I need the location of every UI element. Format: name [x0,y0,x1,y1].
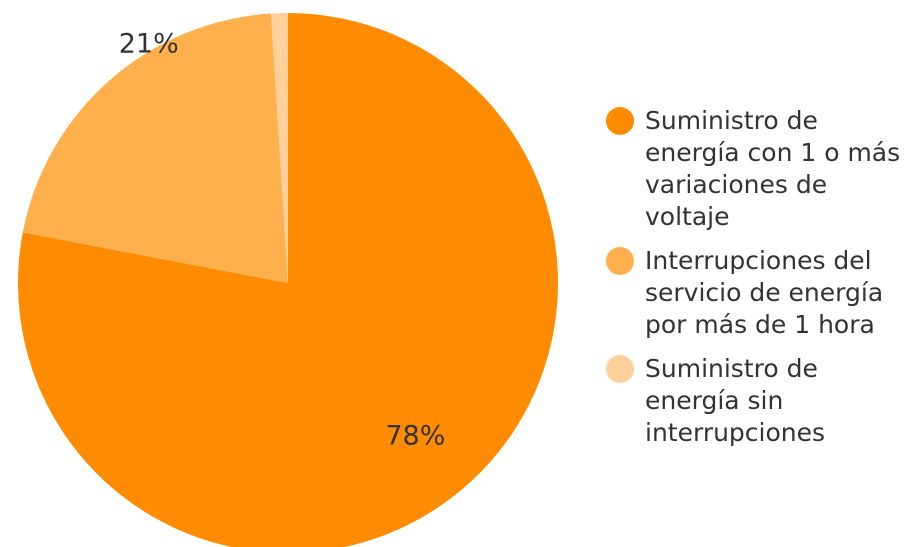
legend-item: Suministro de energía con 1 o más variac… [606,105,917,233]
legend-swatch [606,247,634,275]
data-label: 78% [385,420,445,451]
legend-label: Suministro de energía con 1 o más variac… [645,106,901,231]
pie-slice [271,13,288,283]
legend-swatch [606,107,634,135]
legend-item: Suministro de energía sin interrupciones [606,353,917,449]
data-label: 21% [119,29,179,60]
legend: Suministro de energía con 1 o más variac… [606,105,917,461]
pie-slice [22,13,289,284]
legend-label: Interrupciones del servicio de energía p… [645,246,884,339]
legend-label: Suministro de energía sin interrupciones [645,354,826,447]
legend-item: Interrupciones del servicio de energía p… [606,245,917,341]
legend-swatch [606,355,634,383]
pie-slice [18,13,558,547]
